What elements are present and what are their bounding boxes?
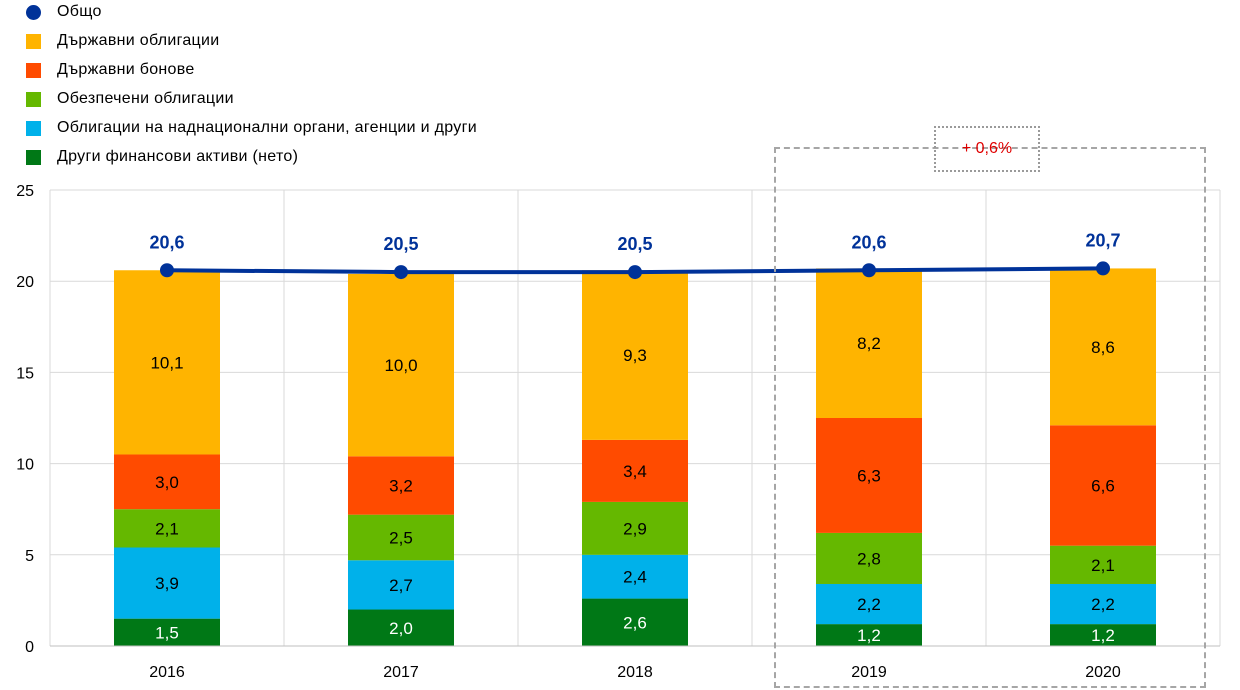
legend-swatch-covered-bonds [26,91,41,107]
bar-segment [816,583,922,625]
bar-segment [582,501,688,555]
x-tick-label: 2020 [1085,664,1121,681]
legend-swatch-supranational [26,120,41,136]
bar-segment [816,624,922,646]
bar-segment [816,268,922,418]
legend-marker-total [26,4,41,20]
total-point [1096,261,1110,276]
bar-segment [582,439,688,502]
bar-data-label: 6,6 [1091,476,1115,495]
total-data-label: 20,5 [617,234,652,254]
bar-data-label: 2,0 [389,619,413,638]
bar-data-label: 9,3 [623,346,647,365]
bar-segment [1050,583,1156,625]
bar-segment [1050,624,1156,646]
legend-label: Облигации на наднационални органи, агенц… [57,119,477,136]
bar-data-label: 6,3 [857,466,881,485]
bar-data-label: 2,5 [389,528,413,547]
total-point [862,263,876,278]
bar-segment [114,509,220,548]
bar-data-label: 3,4 [623,462,647,481]
bar-data-label: 1,2 [1091,626,1115,645]
y-tick-label: 5 [25,548,34,565]
total-point [394,265,408,280]
legend-label: Обезпечени облигации [57,90,234,107]
y-tick-label: 15 [16,365,34,382]
bar-data-label: 10,0 [384,356,417,375]
legend-item-other-assets: Други финансови активи (нето) [26,146,298,168]
legend-swatch-gov-bills [26,62,41,78]
legend-label: Държавни облигации [57,32,220,49]
bar-data-label: 2,1 [155,519,179,538]
bar-data-label: 8,6 [1091,338,1115,357]
bar-segment [816,532,922,584]
axes-layer: 0 5 10 15 20 25 2016 2017 2018 2019 2020 [16,183,1220,681]
bar-data-label: 1,5 [155,623,179,642]
bar-data-label: 2,6 [623,613,647,632]
bar-segment [114,454,220,510]
highlight-box-2019-2020 [774,147,1206,688]
bar-data-label: 3,2 [389,476,413,495]
legend-item-total: Общо [26,1,102,23]
bar-segment [114,618,220,646]
bar-segment [348,456,454,515]
total-data-label: 20,7 [1085,230,1120,250]
bar-segment [582,598,688,646]
legend-item-gov-bills: Държавни бонове [26,59,195,81]
bar-segment [348,273,454,457]
bar-segment [348,609,454,646]
bar-data-label: 3,9 [155,574,179,593]
annotation-change: + 0,6% [934,126,1040,172]
bar-segment [1050,545,1156,584]
bar-segment [114,270,220,455]
total-line-layer: 20,6 20,5 20,5 20,6 20,7 [149,230,1121,280]
total-data-label: 20,6 [851,232,886,252]
bar-segment [582,554,688,599]
x-tick-label: 2018 [617,664,653,681]
total-data-label: 20,6 [149,232,184,252]
x-tick-label: 2016 [149,664,185,681]
bar-segment [348,514,454,561]
legend-item-supranational: Облигации на наднационални органи, агенц… [26,117,477,139]
bar-data-label: 2,4 [623,568,647,587]
total-point [160,263,174,278]
bars-layer: 1,5 3,9 2,1 3,0 10,1 2,0 2,7 2,5 3,2 10,0 2,6 2,4 2,… [114,268,1156,646]
x-tick-label: 2019 [851,664,887,681]
bar-data-label: 2,1 [1091,556,1115,575]
bar-data-label: 2,2 [1091,595,1115,614]
total-point [628,265,642,280]
bar-segment [348,560,454,610]
y-tick-label: 0 [25,639,34,656]
legend-swatch-other-assets [26,149,41,165]
bar-data-label: 10,1 [150,353,183,372]
legend-label: Общо [57,3,102,20]
bar-data-label: 2,7 [389,576,413,595]
x-tick-label: 2017 [383,664,419,681]
y-tick-label: 20 [16,274,34,291]
legend-item-covered-bonds: Обезпечени облигации [26,88,234,110]
y-tick-label: 10 [16,457,34,474]
bar-segment [582,270,688,440]
bar-data-label: 2,2 [857,595,881,614]
legend-label: Други финансови активи (нето) [57,148,299,165]
total-data-label: 20,5 [383,234,418,254]
bar-data-label: 3,0 [155,473,179,492]
y-tick-label: 25 [16,183,34,200]
legend-swatch-gov-bonds [26,33,41,49]
legend-label: Държавни бонове [57,61,195,78]
bar-data-label: 2,9 [623,519,647,538]
bar-segment [816,418,922,533]
bar-segment [1050,425,1156,546]
bar-segment [1050,268,1156,426]
bar-segment [114,547,220,619]
bar-data-label: 8,2 [857,334,881,353]
legend-item-gov-bonds: Държавни облигации [26,30,220,52]
bar-data-label: 2,8 [857,549,881,568]
bar-data-label: 1,2 [857,626,881,645]
